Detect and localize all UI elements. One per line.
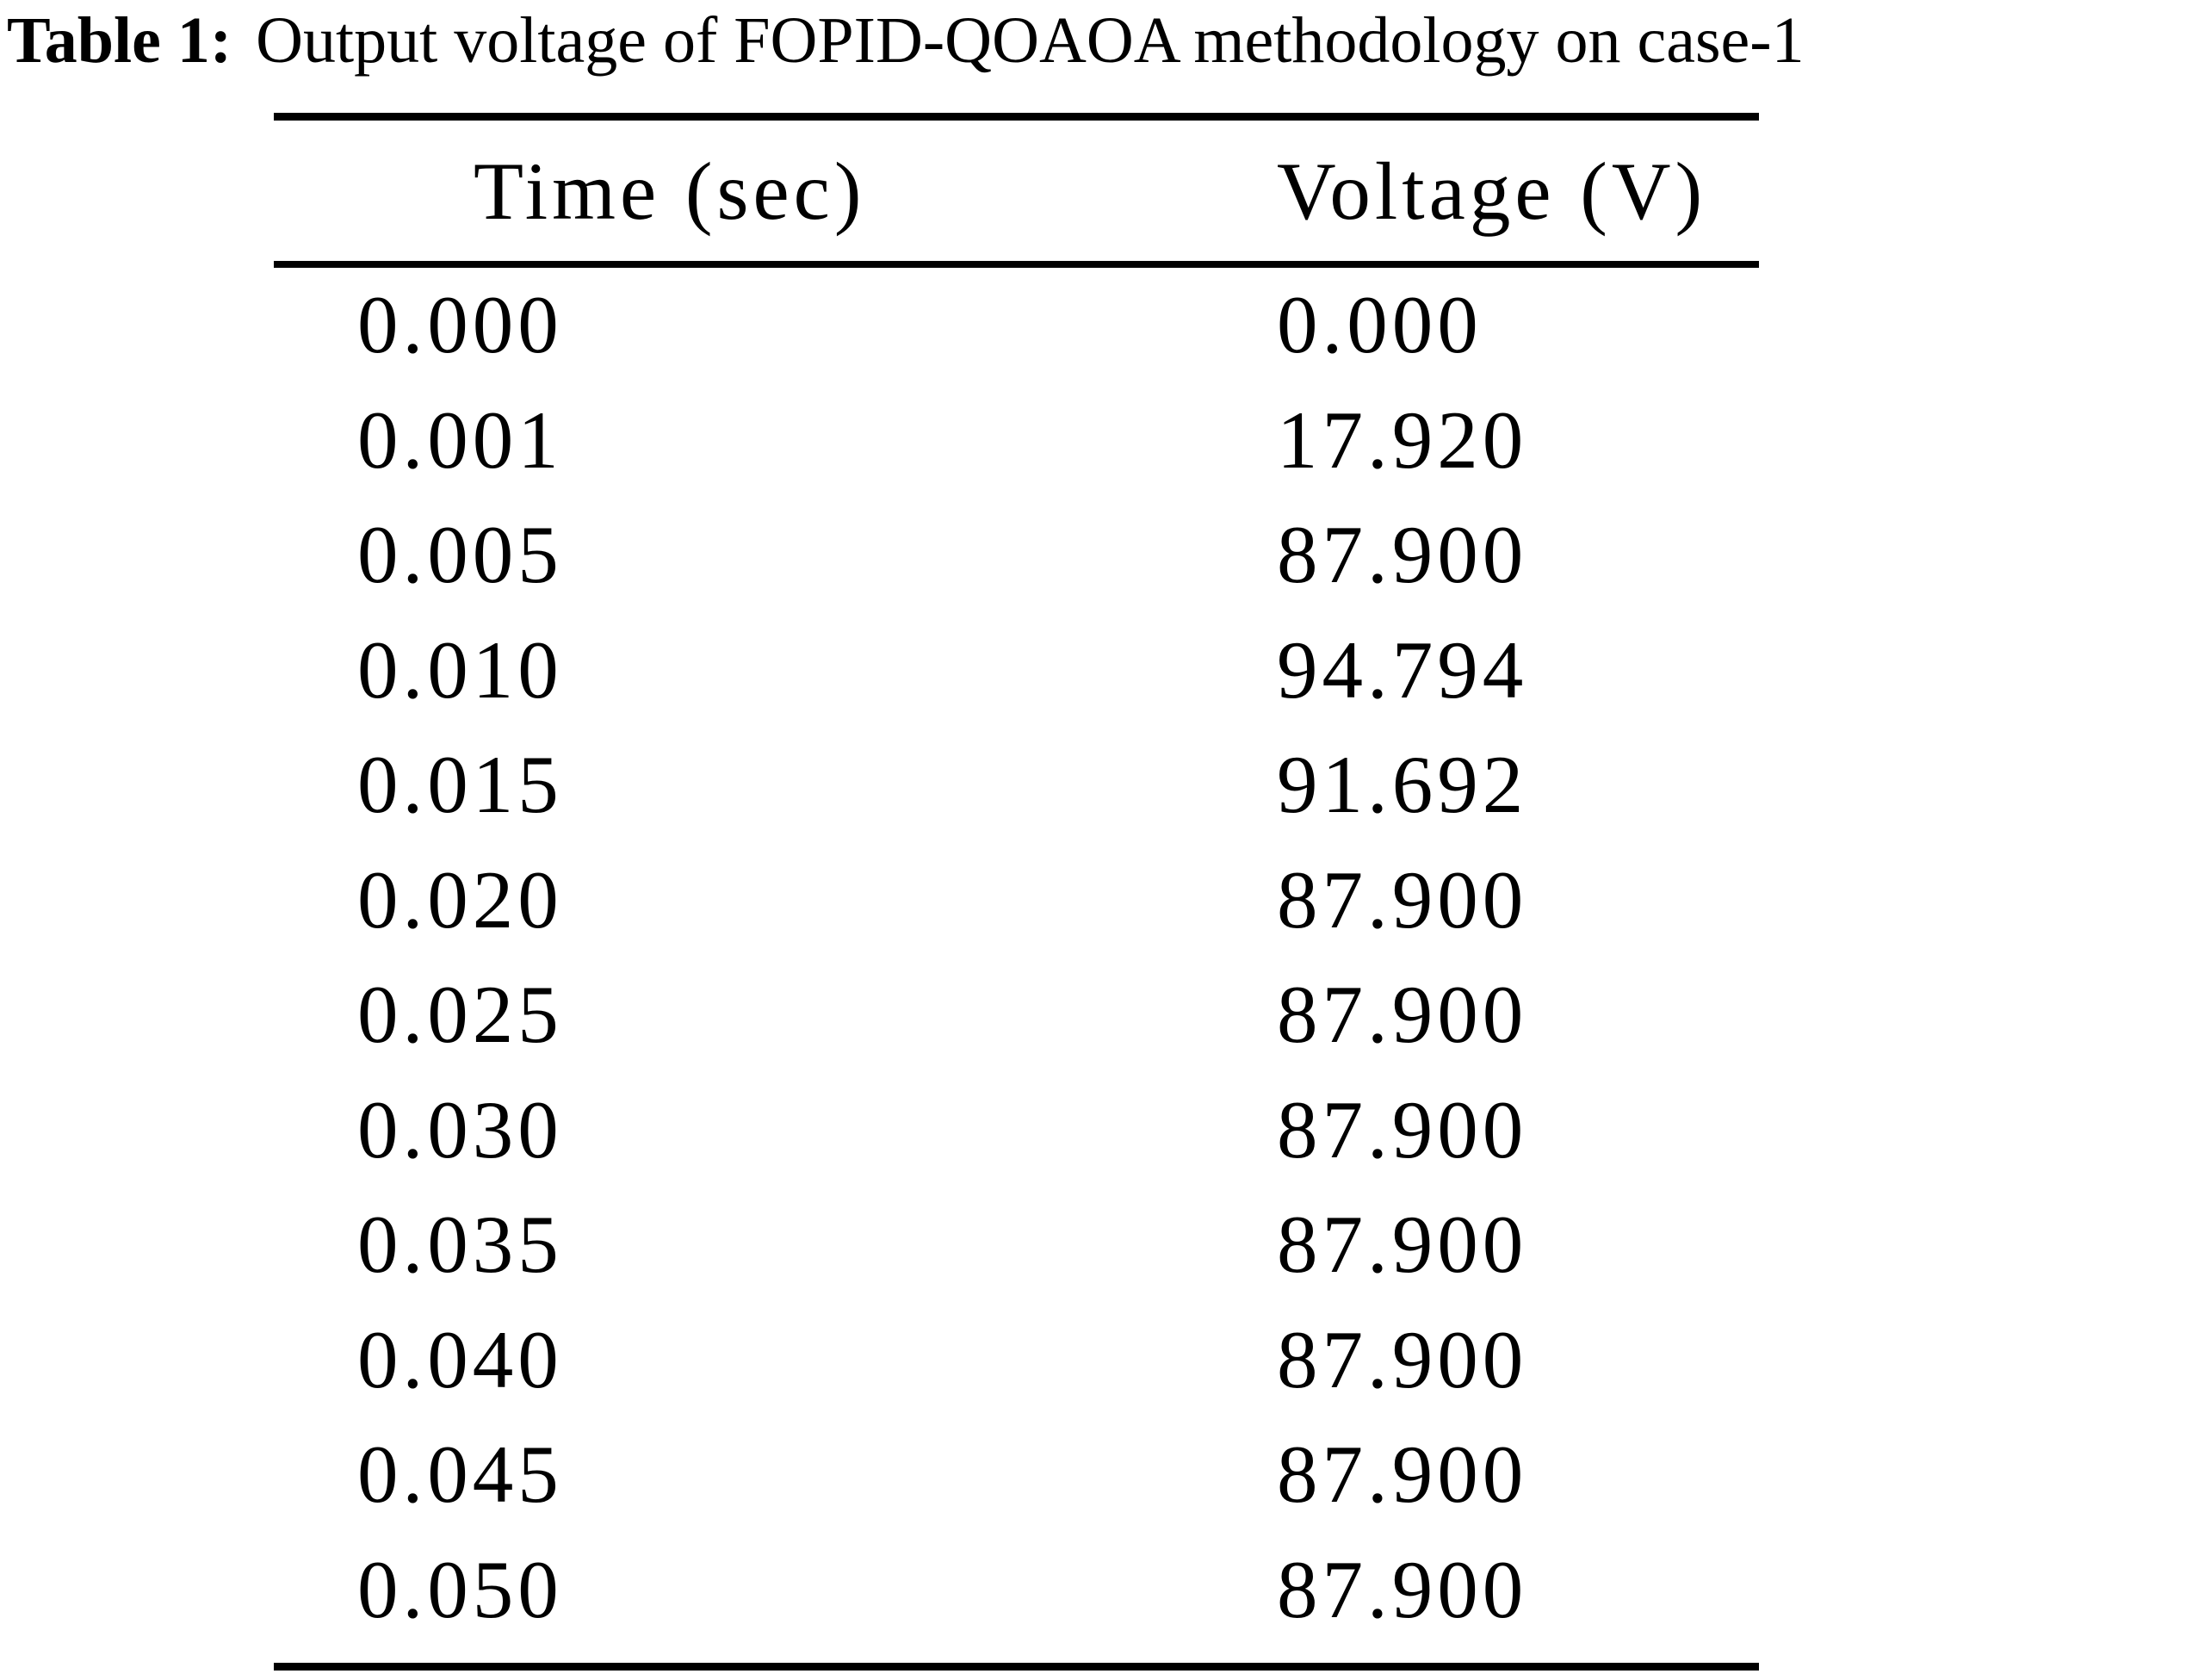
voltage-cell: 94.794	[1277, 623, 1528, 716]
voltage-cell: 0.000	[1277, 279, 1483, 370]
table-caption-text: Output voltage of FOPID-QOAOA methodolog…	[256, 4, 1805, 77]
table-row: 0.010 94.794	[274, 613, 1759, 728]
time-cell: 0.030	[357, 1083, 563, 1175]
table-row: 0.001 17.920	[274, 383, 1759, 499]
time-cell: 0.040	[357, 1313, 563, 1405]
voltage-cell: 87.900	[1277, 1199, 1528, 1290]
voltage-cell: 87.900	[1277, 1083, 1528, 1175]
table-header-row: Time (sec) Voltage (V)	[274, 121, 1759, 261]
voltage-cell: 87.900	[1277, 1429, 1528, 1520]
column-header-time: Time (sec)	[474, 145, 866, 237]
voltage-cell: 17.920	[1277, 394, 1528, 486]
table-row: 0.025 87.900	[274, 958, 1759, 1073]
voltage-cell: 87.900	[1277, 969, 1528, 1060]
time-cell: 0.045	[357, 1429, 563, 1520]
data-table: Time (sec) Voltage (V) 0.000 0.000 0.001…	[274, 113, 1759, 1671]
table-bottom-rule	[274, 1663, 1759, 1671]
voltage-cell: 87.900	[1277, 853, 1528, 945]
time-cell: 0.050	[357, 1543, 563, 1635]
time-cell: 0.010	[357, 623, 563, 716]
time-cell: 0.035	[357, 1199, 563, 1290]
time-cell: 0.001	[357, 394, 563, 486]
table-top-rule	[274, 113, 1759, 121]
voltage-cell: 87.900	[1277, 1543, 1528, 1635]
time-cell: 0.025	[357, 969, 563, 1060]
table-row: 0.015 91.692	[274, 728, 1759, 843]
table-body: 0.000 0.000 0.001 17.920 0.005 87.900 0.…	[274, 268, 1759, 1647]
voltage-cell: 87.900	[1277, 509, 1528, 600]
table-header-rule	[274, 261, 1759, 268]
time-cell: 0.000	[357, 279, 563, 370]
table-number-label: Table 1:	[7, 4, 232, 77]
time-cell: 0.005	[357, 509, 563, 600]
table-row: 0.035 87.900	[274, 1187, 1759, 1303]
table-row: 0.030 87.900	[274, 1073, 1759, 1188]
time-cell: 0.015	[357, 739, 563, 830]
column-header-voltage: Voltage (V)	[1277, 145, 1707, 237]
voltage-cell: 91.692	[1277, 739, 1528, 830]
table-row: 0.040 87.900	[274, 1303, 1759, 1418]
table-row: 0.045 87.900	[274, 1417, 1759, 1533]
table-row: 0.005 87.900	[274, 498, 1759, 613]
table-row: 0.050 87.900	[274, 1533, 1759, 1648]
voltage-cell: 87.900	[1277, 1313, 1528, 1405]
table-row: 0.020 87.900	[274, 843, 1759, 958]
time-cell: 0.020	[357, 853, 563, 945]
table-row: 0.000 0.000	[274, 268, 1759, 383]
table-caption: Table 1: Output voltage of FOPID-QOAOA me…	[7, 3, 1805, 78]
